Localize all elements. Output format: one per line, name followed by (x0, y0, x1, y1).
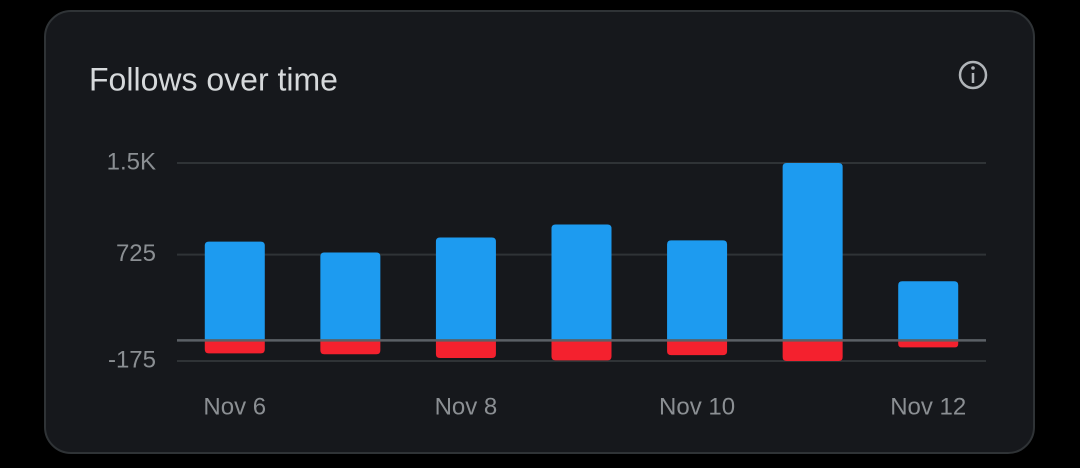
y-tick-label: 725 (116, 240, 156, 267)
bar (782, 340, 843, 361)
bar (667, 240, 728, 341)
bar (320, 340, 381, 355)
bar (898, 340, 959, 348)
bar (782, 163, 843, 341)
y-tick-label: -175 (108, 346, 156, 373)
bar (667, 340, 728, 356)
bar (320, 252, 381, 341)
x-tick-label: Nov 6 (203, 393, 266, 420)
bar (435, 340, 496, 359)
info-icon[interactable] (958, 60, 988, 90)
bar (898, 281, 959, 341)
x-tick-label: Nov 12 (890, 393, 966, 420)
bar (435, 237, 496, 341)
bar (204, 340, 265, 354)
bar (551, 340, 612, 361)
bar (551, 224, 612, 341)
x-tick-label: Nov 10 (659, 393, 735, 420)
y-tick-label: 1.5K (107, 148, 156, 175)
x-tick-label: Nov 8 (435, 393, 498, 420)
chart-title: Follows over time (89, 61, 338, 97)
bar (204, 241, 265, 341)
